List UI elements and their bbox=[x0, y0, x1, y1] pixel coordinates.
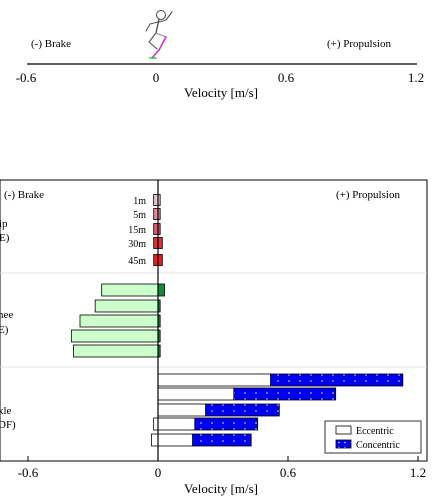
brake-label: (-) Brake bbox=[4, 189, 44, 201]
runner-leg-back bbox=[148, 32, 158, 50]
hip-concentric-bar-30m bbox=[157, 237, 163, 249]
runner-arm-front bbox=[158, 11, 173, 23]
legend-label-eccentric: Eccentric bbox=[356, 426, 394, 437]
hip-concentric-bar-45m bbox=[157, 254, 163, 266]
propulsion-label: (+) Propulsion bbox=[336, 189, 400, 201]
hip-eccentric-bar-15m bbox=[153, 223, 159, 235]
bar-layer bbox=[70, 194, 404, 447]
legend-swatch-concentric bbox=[335, 439, 352, 449]
group-label-knee-line2: E) bbox=[0, 324, 9, 336]
group-label-knee: nee E) bbox=[0, 309, 13, 336]
legend-swatch-eccentric bbox=[335, 425, 352, 435]
group-label-hip-line1: ip bbox=[0, 218, 8, 230]
knee-eccentric-bar-30m bbox=[70, 329, 159, 343]
bar-chart: (-) Brake (+) Propulsion ip E) nee E) kl… bbox=[0, 179, 428, 496]
ankle-concentric-bar-1m bbox=[270, 373, 404, 387]
group-label-ankle-line1: kle bbox=[0, 405, 12, 417]
ankle-concentric-bar-5m bbox=[233, 387, 337, 401]
runner-head bbox=[156, 10, 166, 20]
knee-eccentric-bar-45m bbox=[73, 344, 159, 358]
hip-row-label-30m: 30m bbox=[128, 239, 146, 250]
knee-eccentric-bar-15m bbox=[79, 314, 159, 328]
group-label-hip-line2: E) bbox=[0, 232, 10, 244]
x-tick-label-0: 0 bbox=[155, 465, 162, 480]
hip-row-label-5m: 5m bbox=[133, 210, 146, 221]
group-label-hip: ip E) bbox=[0, 218, 10, 244]
ankle-eccentric-bar-1m bbox=[157, 373, 272, 387]
group-label-ankle-line2: DF) bbox=[0, 419, 16, 431]
plot-frame bbox=[0, 179, 428, 462]
ankle-concentric-bar-45m bbox=[192, 433, 252, 447]
runner-thigh-front bbox=[155, 32, 167, 38]
hip-eccentric-bar-5m bbox=[153, 208, 159, 220]
ankle-eccentric-bar-15m bbox=[157, 403, 207, 417]
group-label-knee-line1: nee bbox=[0, 309, 13, 321]
runner-shank-front bbox=[151, 36, 167, 59]
hip-row-label-45m: 45m bbox=[128, 256, 146, 267]
legend: Eccentric Concentric bbox=[324, 420, 422, 454]
hip-eccentric-bar-30m bbox=[153, 237, 159, 249]
top-tick-label-1.2: 1.2 bbox=[408, 70, 424, 85]
ankle-eccentric-bar-30m bbox=[153, 417, 196, 431]
x-tick-label-0.6: 0.6 bbox=[280, 465, 297, 480]
hip-eccentric-bar-1m bbox=[153, 194, 159, 206]
x-tick-label--0.6: -0.6 bbox=[18, 465, 39, 480]
top-tick-label-0: 0 bbox=[153, 70, 160, 85]
knee-concentric-bar-1m bbox=[157, 283, 165, 297]
hip-row-label-15m: 15m bbox=[128, 225, 146, 236]
ankle-eccentric-bar-5m bbox=[157, 387, 235, 401]
legend-label-concentric: Concentric bbox=[356, 440, 400, 451]
hip-row-labels: 1m 5m 15m 30m 45m bbox=[128, 196, 146, 267]
top-propulsion-label: (+) Propulsion bbox=[327, 38, 391, 50]
knee-eccentric-bar-1m bbox=[101, 283, 159, 297]
top-xlabel: Velocity [m/s] bbox=[184, 85, 258, 100]
knee-eccentric-bar-5m bbox=[94, 299, 159, 313]
x-axis-ticks: -0.6 0 0.6 1.2 bbox=[18, 456, 426, 480]
hip-row-label-1m: 1m bbox=[133, 196, 146, 207]
hip-eccentric-bar-45m bbox=[153, 254, 159, 266]
top-tick-label-neg0.6: -0.6 bbox=[16, 70, 37, 85]
top-panel: (-) Brake (+) Propulsion -0.6 0 0.6 1.2 … bbox=[16, 10, 424, 100]
runner-figure bbox=[145, 10, 173, 59]
ankle-concentric-bar-15m bbox=[205, 403, 280, 417]
ankle-concentric-bar-30m bbox=[194, 417, 259, 431]
runner-trunk bbox=[155, 18, 160, 34]
group-label-ankle: kle DF) bbox=[0, 405, 16, 431]
runner-arm-back bbox=[145, 21, 159, 32]
x-tick-label-1.2: 1.2 bbox=[410, 465, 426, 480]
top-brake-label: (-) Brake bbox=[31, 38, 71, 50]
top-tick-label-0.6: 0.6 bbox=[278, 70, 295, 85]
x-axis-label: Velocity [m/s] bbox=[184, 481, 258, 496]
